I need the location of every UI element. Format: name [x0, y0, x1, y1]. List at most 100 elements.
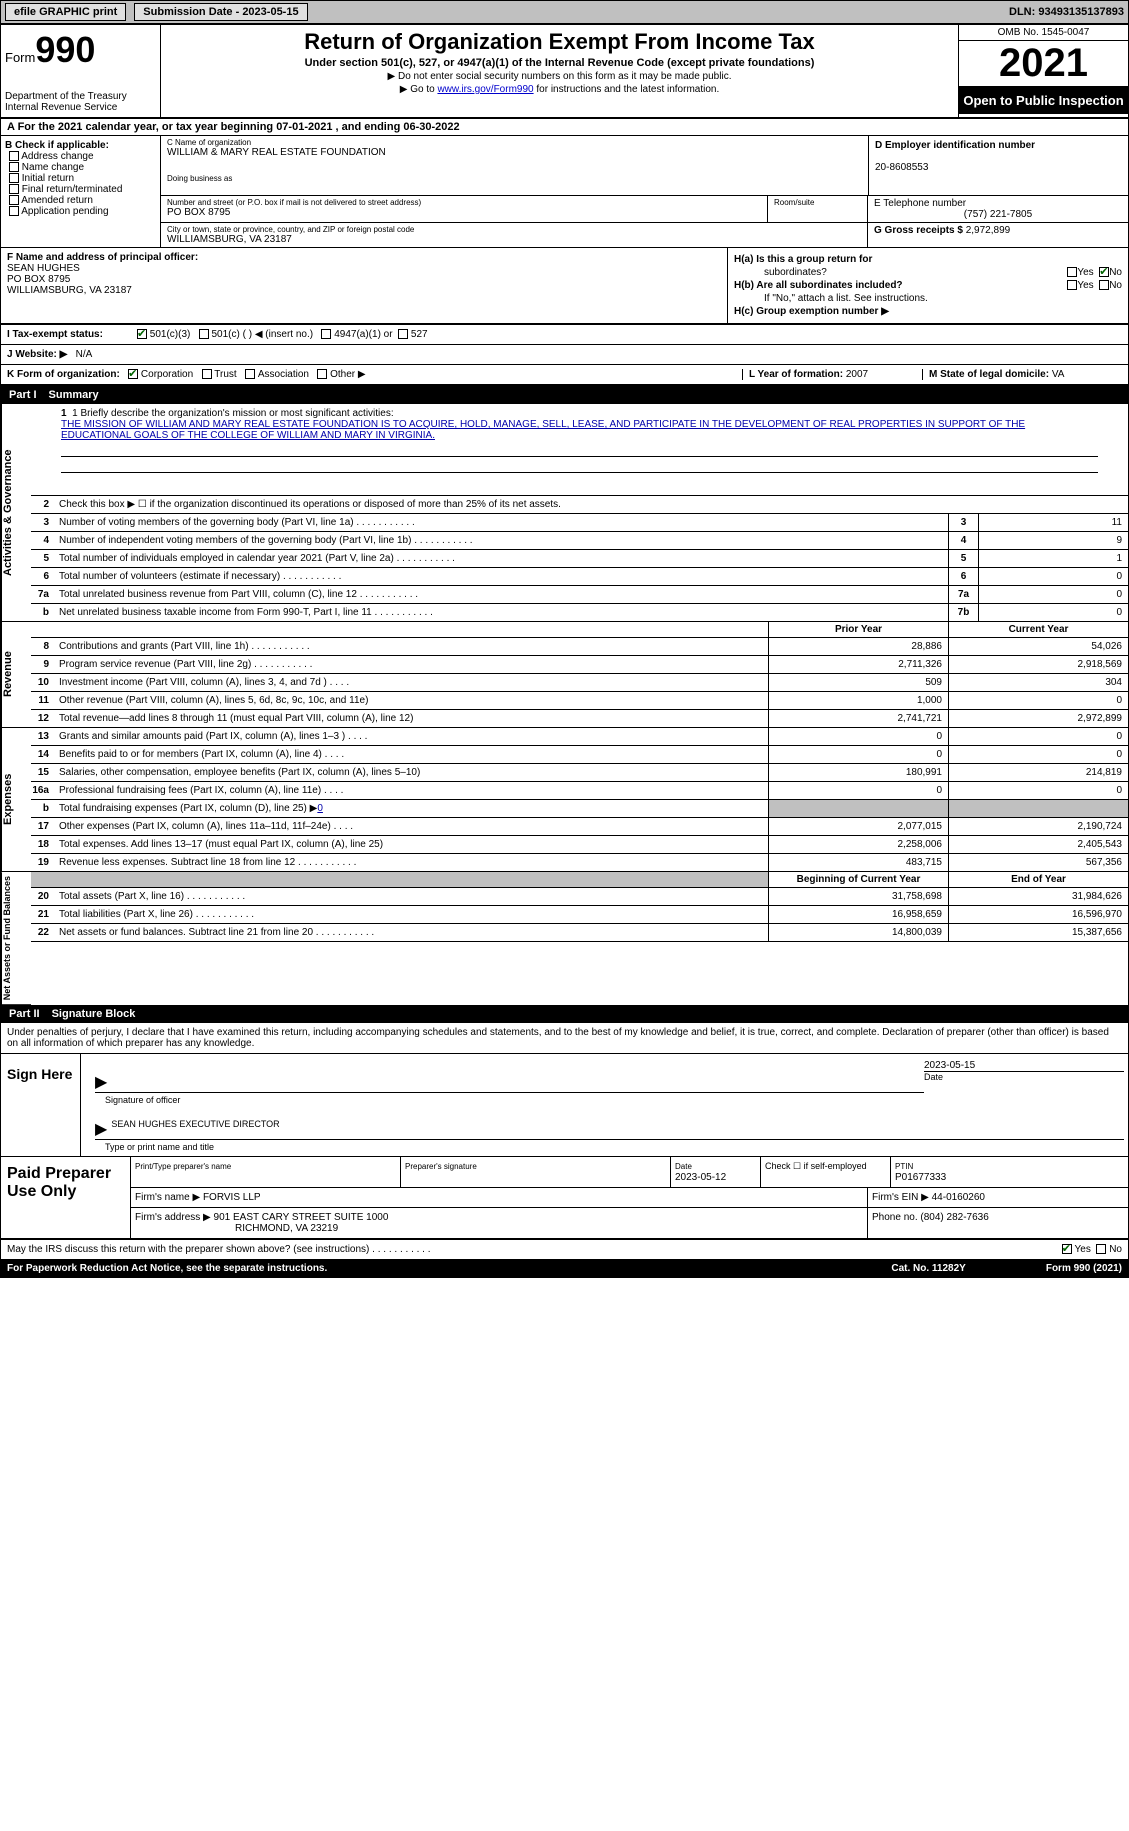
row-k: K Form of organization: Corporation Trus… — [1, 365, 1128, 386]
check-name-change[interactable]: Name change — [9, 162, 156, 173]
org-name-label: C Name of organization — [167, 138, 862, 147]
check-other[interactable] — [317, 369, 327, 379]
check-address-change[interactable]: Address change — [9, 151, 156, 162]
section-d: D Employer identification number 20-8608… — [868, 136, 1128, 195]
vert-governance: Activities & Governance — [1, 404, 31, 622]
form-ref: Form 990 (2021) — [1046, 1263, 1122, 1274]
k-label: K Form of organization: — [7, 369, 120, 380]
topbar: efile GRAPHIC print Submission Date - 20… — [0, 0, 1129, 24]
efile-button[interactable]: efile GRAPHIC print — [5, 3, 126, 21]
hb-note: If "No," attach a list. See instructions… — [734, 293, 928, 304]
check-501c[interactable] — [199, 329, 209, 339]
line14-desc: Benefits paid to or for members (Part IX… — [55, 747, 768, 762]
discuss-text: May the IRS discuss this return with the… — [7, 1244, 1062, 1255]
row-a: A For the 2021 calendar year, or tax yea… — [1, 119, 1128, 136]
check-4947[interactable] — [321, 329, 331, 339]
line6-desc: Total number of volunteers (estimate if … — [55, 569, 948, 584]
line19-desc: Revenue less expenses. Subtract line 18 … — [55, 855, 768, 870]
phone-value: (757) 221-7805 — [874, 209, 1122, 220]
part2-num: Part II — [9, 1008, 40, 1020]
phone-label: E Telephone number — [874, 198, 1122, 209]
inspection-label: Open to Public Inspection — [959, 87, 1128, 114]
line20-desc: Total assets (Part X, line 16) — [55, 889, 768, 904]
line13-cur: 0 — [948, 728, 1128, 745]
preparer-section: Paid Preparer Use Only Print/Type prepar… — [1, 1157, 1128, 1240]
line13-prior: 0 — [768, 728, 948, 745]
line17-desc: Other expenses (Part IX, column (A), lin… — [55, 819, 768, 834]
col-end: End of Year — [948, 872, 1128, 887]
b-label: B Check if applicable: — [5, 140, 109, 151]
section-h: H(a) Is this a group return for subordin… — [728, 248, 1128, 323]
footer-discuss: May the IRS discuss this return with the… — [1, 1240, 1128, 1260]
dln: DLN: 93493135137893 — [1009, 6, 1124, 18]
mission-block: 1 1 Briefly describe the organization's … — [31, 404, 1128, 496]
prep-print-label: Print/Type preparer's name — [135, 1162, 231, 1171]
ha-yes[interactable] — [1067, 267, 1077, 277]
line22-prior: 14,800,039 — [768, 924, 948, 941]
addr-value: PO BOX 8795 — [167, 207, 761, 218]
header-right: OMB No. 1545-0047 2021 Open to Public In… — [958, 25, 1128, 117]
check-assoc[interactable] — [245, 369, 255, 379]
firm-name-label: Firm's name ▶ — [135, 1192, 200, 1203]
col-prior: Prior Year — [768, 622, 948, 637]
part1-title: Summary — [49, 389, 99, 401]
firm-ein: 44-0160260 — [932, 1192, 985, 1203]
sign-here-label: Sign Here — [1, 1054, 81, 1156]
line10-desc: Investment income (Part VIII, column (A)… — [55, 675, 768, 690]
line2: Check this box ▶ ☐ if the organization d… — [55, 497, 1128, 512]
website-value: N/A — [76, 349, 93, 360]
check-527[interactable] — [398, 329, 408, 339]
ha-no[interactable] — [1099, 267, 1109, 277]
check-trust[interactable] — [202, 369, 212, 379]
line15-prior: 180,991 — [768, 764, 948, 781]
gross-value: 2,972,899 — [966, 225, 1011, 236]
firm-phone: (804) 282-7636 — [920, 1212, 988, 1223]
sig-officer-label: Signature of officer — [105, 1095, 924, 1105]
line16b-desc: Total fundraising expenses (Part IX, col… — [55, 801, 768, 816]
check-corp[interactable] — [128, 369, 138, 379]
note-ssn: ▶ Do not enter social security numbers o… — [165, 71, 954, 82]
ha-sub: subordinates? — [734, 267, 1067, 278]
mission-label: 1 Briefly describe the organization's mi… — [72, 408, 394, 419]
line22-cur: 15,387,656 — [948, 924, 1128, 941]
irs-link[interactable]: www.irs.gov/Form990 — [437, 84, 533, 95]
line9-cur: 2,918,569 — [948, 656, 1128, 673]
discuss-yes[interactable] — [1062, 1244, 1072, 1254]
line4-val: 9 — [978, 532, 1128, 549]
line21-prior: 16,958,659 — [768, 906, 948, 923]
check-amended[interactable]: Amended return — [9, 195, 156, 206]
line6-val: 0 — [978, 568, 1128, 585]
part2-header: Part II Signature Block — [1, 1005, 1128, 1023]
check-initial-return[interactable]: Initial return — [9, 173, 156, 184]
check-final-return[interactable]: Final return/terminated — [9, 184, 156, 195]
header: Form990 Department of the Treasury Inter… — [1, 25, 1128, 119]
addr-label: Number and street (or P.O. box if mail i… — [167, 198, 761, 207]
check-pending[interactable]: Application pending — [9, 206, 156, 217]
org-name: WILLIAM & MARY REAL ESTATE FOUNDATION — [167, 147, 862, 158]
col-begin: Beginning of Current Year — [768, 872, 948, 887]
firm-name: FORVIS LLP — [203, 1192, 261, 1203]
arrow-icon: ▶ — [95, 1072, 107, 1092]
omb-number: OMB No. 1545-0047 — [959, 25, 1128, 41]
line16a-prior: 0 — [768, 782, 948, 799]
l-label: L Year of formation: — [749, 369, 843, 380]
line13-desc: Grants and similar amounts paid (Part IX… — [55, 729, 768, 744]
ein-value: 20-8608553 — [875, 162, 928, 173]
discuss-no[interactable] — [1096, 1244, 1106, 1254]
officer-name: SEAN HUGHES — [7, 263, 80, 274]
hb-yes[interactable] — [1067, 280, 1077, 290]
line17-prior: 2,077,015 — [768, 818, 948, 835]
check-501c3[interactable] — [137, 329, 147, 339]
year-formation: 2007 — [846, 369, 868, 380]
gross-label: G Gross receipts $ — [874, 225, 963, 236]
preparer-label: Paid Preparer Use Only — [1, 1157, 131, 1238]
summary-governance: Activities & Governance 1 1 Briefly desc… — [1, 404, 1128, 622]
section-bc: B Check if applicable: Address change Na… — [1, 136, 1128, 248]
part2-title: Signature Block — [52, 1008, 136, 1020]
line15-cur: 214,819 — [948, 764, 1128, 781]
hb-no[interactable] — [1099, 280, 1109, 290]
cat-no: Cat. No. 11282Y — [891, 1263, 965, 1274]
line8-desc: Contributions and grants (Part VIII, lin… — [55, 639, 768, 654]
irs-label: Internal Revenue Service — [5, 102, 156, 113]
i-label: I Tax-exempt status: — [7, 329, 137, 340]
